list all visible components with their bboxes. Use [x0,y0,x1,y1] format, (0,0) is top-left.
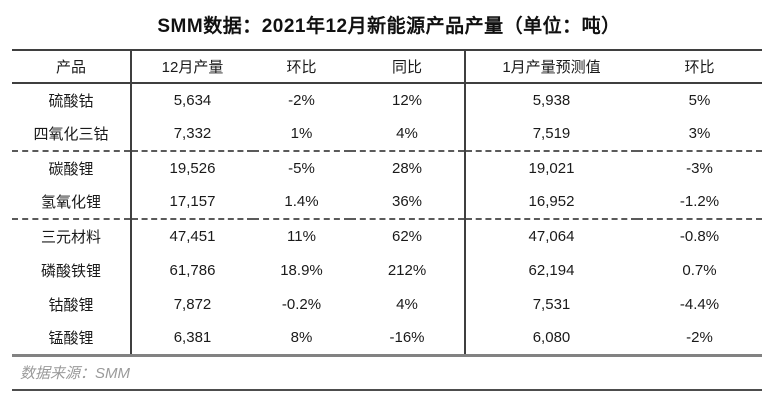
product-cell: 磷酸铁锂 [12,253,132,287]
value-cell: 4% [350,117,466,152]
value-cell: 6,381 [173,328,212,346]
table-body: 硫酸钴 5,634 -2% 12% 5,938 5% 四氧化三钴 7,332 1% 4% 7,519… [12,83,762,355]
table-row: 磷酸铁锂 61,786 18.9% 212% 62,194 0.7% [12,253,762,287]
value-cell: 3% [637,117,762,152]
value-cell: -3% [686,160,713,177]
table-header-row: 产品 12月产量 环比 同比 1月产量预测值 环比 [12,50,762,83]
value-cell: 47,451 [169,228,216,245]
header-forecast-mom: 环比 [684,59,715,76]
value-cell: 61,786 [169,261,216,279]
table-row: 三元材料 47,451 11% 62% 47,064 -0.8% [12,219,762,253]
value-cell: 6,080 [532,328,571,346]
value-cell: 12% [350,83,466,117]
value-cell: 8% [290,328,313,346]
product-cell: 钴酸锂 [12,287,132,321]
header-jan-forecast: 1月产量预测值 [502,59,601,76]
header-product: 产品 [12,50,132,83]
value-cell: 7,332 [131,117,253,152]
value-cell: 62,194 [528,261,575,279]
value-cell: 18.9% [280,261,323,279]
value-cell: 7,519 [465,117,637,152]
value-cell: 5,634 [173,92,212,109]
source-note: 数据来源：SMM [20,364,130,382]
value-cell: 36% [350,185,466,220]
value-cell: 4% [350,287,466,321]
value-cell: 1.4% [253,185,350,220]
value-cell: -0.8% [679,228,720,245]
table-row: 碳酸锂 19,526 -5% 28% 19,021 -3% [12,151,762,185]
value-cell: -16% [350,321,466,355]
page-title: SMM数据：2021年12月新能源产品产量（单位：吨） [157,16,621,37]
value-cell: 1% [253,117,350,152]
value-cell: 11% [287,228,316,245]
header-mom: 环比 [286,59,317,76]
value-cell: 5,938 [532,92,571,109]
value-cell: 0.7% [682,261,717,279]
product-cell: 碳酸锂 [12,151,132,185]
value-cell: 62% [350,219,466,253]
table-row: 硫酸钴 5,634 -2% 12% 5,938 5% [12,83,762,117]
product-cell: 氢氧化锂 [12,185,132,220]
value-cell: 5% [688,92,711,109]
value-cell: 16,952 [465,185,637,220]
table-row: 四氧化三钴 7,332 1% 4% 7,519 3% [12,117,762,152]
product-cell: 三元材料 [12,219,132,253]
table-row: 锰酸锂 6,381 8% -16% 6,080 -2% [12,321,762,355]
value-cell: -0.2% [281,295,322,313]
value-cell: 212% [350,253,466,287]
value-cell: 47,064 [528,228,575,245]
product-cell: 硫酸钴 [12,83,132,117]
value-cell: -1.2% [637,185,762,220]
product-cell: 四氧化三钴 [12,117,132,152]
bottom-rule [12,388,762,391]
value-cell: 28% [350,151,466,185]
value-cell: 19,526 [169,160,216,177]
header-yoy: 同比 [350,50,466,83]
table-row: 钴酸锂 7,872 -0.2% 4% 7,531 -4.4% [12,287,762,321]
value-cell: -5% [288,160,315,177]
production-table: 产品 12月产量 环比 同比 1月产量预测值 环比 硫酸钴 5,634 -2% 12%… [12,49,762,357]
value-cell: 7,872 [173,295,212,313]
value-cell: -4.4% [679,295,720,313]
value-cell: -2% [288,92,315,109]
value-cell: 17,157 [131,185,253,220]
header-dec-output: 12月产量 [161,59,224,76]
value-cell: 7,531 [532,295,571,313]
value-cell: 19,021 [528,160,575,177]
value-cell: -2% [686,328,713,346]
product-cell: 锰酸锂 [12,321,132,355]
table-row: 氢氧化锂 17,157 1.4% 36% 16,952 -1.2% [12,185,762,220]
